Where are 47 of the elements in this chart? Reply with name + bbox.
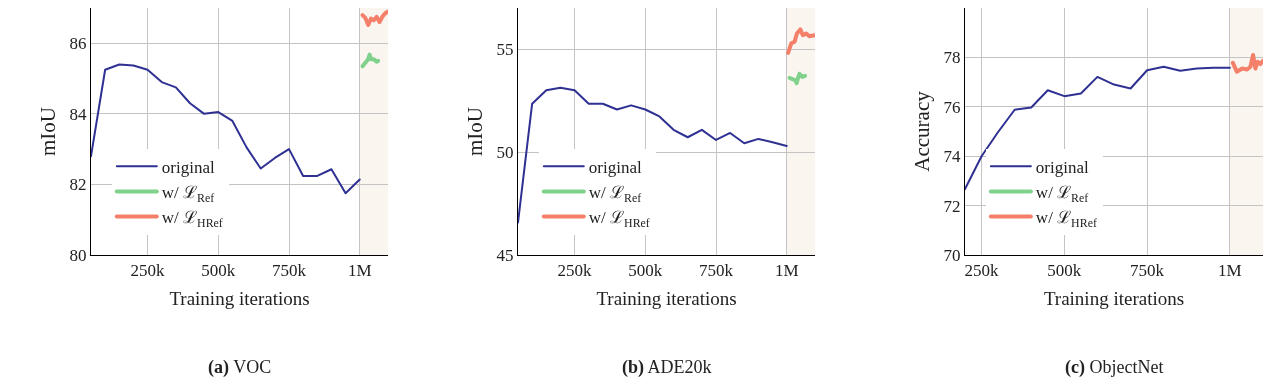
text: (c) ObjectNet (1065, 357, 1164, 378)
x-tick-label: 500k (201, 261, 236, 281)
y-tick-label: 84 (69, 104, 88, 124)
line-series (787, 71, 808, 86)
line-series (1230, 52, 1263, 74)
y-tick-label: 86 (69, 34, 87, 54)
legend-label: original (588, 157, 642, 177)
y-tick-label: 80 (69, 245, 87, 265)
line-series (360, 52, 381, 69)
y-tick-label: 78 (943, 48, 961, 68)
text: (a) VOC (208, 357, 272, 378)
legend-label: w/ ℒ$_{HRef}$ (588, 208, 650, 230)
x-tick-label: 500k (628, 261, 663, 281)
x-axis-title: Training iterations (169, 288, 310, 310)
legend-label: w/ ℒ$_{Ref}$ (588, 183, 642, 205)
x-tick-label: 250k (557, 261, 593, 281)
x-tick-label: 1M (774, 261, 799, 281)
y-tick-label: 45 (496, 245, 514, 265)
x-tick-label: 500k (1047, 261, 1082, 281)
legend-label: w/ ℒ$_{HRef}$ (1035, 208, 1097, 230)
y-tick-label: 50 (496, 143, 514, 163)
y-tick-label: 72 (943, 196, 961, 216)
line-series (786, 27, 815, 55)
x-tick-label: 1M (1218, 261, 1242, 281)
y-axis-title: mIoU (462, 107, 487, 156)
y-axis-title: Accuracy (909, 90, 934, 172)
x-tick-label: 250k (130, 261, 166, 281)
y-tick-label: 74 (943, 147, 962, 167)
line-series (360, 9, 388, 27)
text: (b) ADE20k (622, 357, 712, 378)
y-axis-title: mIoU (35, 107, 60, 156)
x-axis-title: Training iterations (1043, 288, 1185, 310)
y-tick-label: 76 (943, 97, 961, 117)
y-tick-label: 70 (943, 245, 961, 265)
legend-label: original (161, 157, 215, 177)
y-tick-label: 55 (496, 40, 514, 60)
legend-label: w/ ℒ$_{Ref}$ (161, 183, 215, 205)
x-axis-title: Training iterations (596, 288, 737, 310)
legend-label: w/ ℒ$_{Ref}$ (1035, 183, 1089, 205)
x-tick-label: 750k (699, 261, 734, 281)
y-tick-label: 82 (69, 175, 87, 195)
legend-label: original (1035, 157, 1090, 177)
x-tick-label: 250k (964, 261, 1000, 281)
x-tick-label: 750k (272, 261, 307, 281)
legend-label: w/ ℒ$_{HRef}$ (161, 208, 223, 230)
x-tick-label: 750k (1130, 261, 1165, 281)
x-tick-label: 1M (347, 261, 372, 281)
